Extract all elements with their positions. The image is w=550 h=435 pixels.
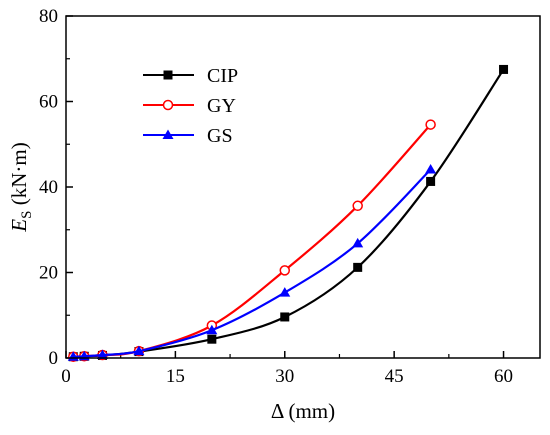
legend-label-cip: CIP [207, 65, 238, 87]
data-point-gy [279, 265, 291, 276]
series-gy [68, 119, 436, 362]
data-point-cip [353, 262, 363, 272]
data-point-gs [352, 237, 364, 248]
series-cip [68, 64, 509, 362]
y-tick-label: 0 [49, 348, 59, 369]
data-point-cip [207, 334, 217, 344]
data-point-gs [206, 324, 218, 335]
x-tick-label: 30 [275, 366, 294, 387]
legend-label-gs: GS [207, 125, 233, 147]
series-line-gy [73, 123, 432, 358]
y-axis-title-subscript: S [19, 211, 35, 219]
y-tick-label: 40 [39, 177, 58, 198]
legend-entry-gs: GS [143, 125, 233, 147]
series-gs [67, 163, 437, 361]
data-point-gs [425, 163, 437, 174]
y-tick-label: 60 [39, 92, 58, 113]
legend-label-gy: GY [207, 95, 236, 117]
data-point-gs [96, 349, 108, 360]
x-tick-label: 15 [166, 366, 185, 387]
y-axis-title: ES (kN·m) [7, 142, 35, 232]
y-tick-label: 80 [39, 6, 58, 27]
legend: CIP GY GS [143, 65, 238, 147]
tick-labels: 0 15 30 45 60 0 20 40 60 80 [39, 6, 513, 387]
x-tick-label: 0 [61, 366, 71, 387]
data-point-cip [280, 312, 290, 322]
data-point-gy [352, 200, 363, 212]
x-axis-title: Δ (mm) [271, 399, 335, 423]
legend-entry-gy: GY [143, 95, 236, 117]
data-point-gs [133, 345, 145, 356]
data-point-cip [426, 176, 436, 186]
y-axis-title-main: E [7, 219, 31, 233]
legend-entry-cip: CIP [143, 65, 238, 87]
x-tick-label: 45 [385, 366, 404, 387]
plot-frame [65, 15, 541, 359]
y-axis-title-unit: (kN·m) [7, 142, 31, 210]
x-tick-label: 60 [494, 366, 513, 387]
data-point-cip [499, 64, 509, 74]
data-point-gs [279, 287, 291, 297]
series-layer [67, 64, 509, 362]
data-point-gy [425, 119, 436, 130]
axis-ticks [65, 15, 505, 359]
y-tick-label: 20 [39, 263, 58, 284]
